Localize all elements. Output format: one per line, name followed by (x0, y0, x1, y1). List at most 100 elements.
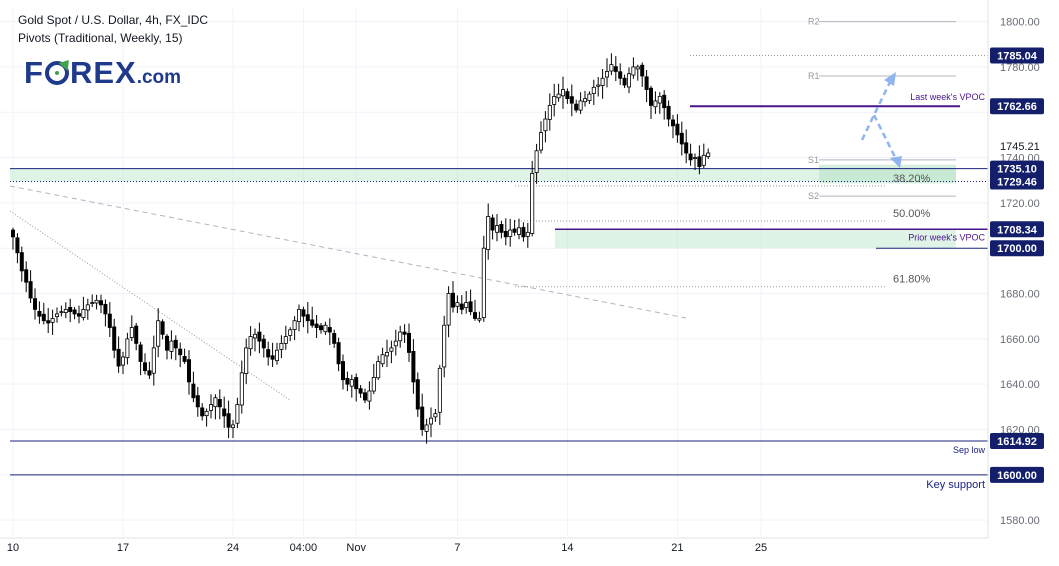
candle[interactable] (494, 214, 499, 242)
candle[interactable] (428, 407, 433, 438)
candle[interactable] (684, 129, 689, 164)
candle[interactable] (340, 354, 345, 390)
candle[interactable] (332, 329, 337, 348)
candle[interactable] (33, 288, 38, 320)
candle[interactable] (310, 306, 315, 328)
candle[interactable] (270, 342, 275, 367)
candle[interactable] (217, 389, 222, 420)
candle[interactable] (156, 308, 161, 358)
candle[interactable] (41, 302, 46, 325)
candle[interactable] (99, 294, 104, 314)
candle[interactable] (503, 218, 508, 246)
candle[interactable] (103, 299, 108, 327)
candle[interactable] (129, 315, 134, 342)
candle[interactable] (178, 342, 183, 368)
candle[interactable] (706, 148, 711, 160)
candle[interactable] (204, 408, 209, 427)
candle[interactable] (296, 304, 301, 332)
candle[interactable] (671, 114, 676, 139)
candle[interactable] (55, 307, 60, 323)
candle[interactable] (389, 340, 394, 364)
candle[interactable] (182, 348, 187, 364)
candle[interactable] (63, 302, 68, 319)
candle[interactable] (318, 323, 323, 334)
candle[interactable] (169, 330, 174, 360)
candle[interactable] (362, 388, 367, 404)
candle[interactable] (605, 58, 610, 88)
candle[interactable] (28, 270, 33, 304)
candle[interactable] (499, 220, 504, 239)
candle[interactable] (627, 67, 632, 94)
candle[interactable] (455, 295, 460, 314)
candle[interactable] (314, 314, 319, 338)
support-zone-upper[interactable] (10, 168, 956, 182)
candle[interactable] (134, 322, 139, 351)
candle[interactable] (376, 355, 381, 381)
pivot-s1-zone[interactable] (819, 164, 956, 184)
candle[interactable] (521, 222, 526, 242)
candle[interactable] (252, 328, 257, 352)
candle[interactable] (640, 62, 645, 87)
candle[interactable] (371, 363, 376, 395)
candle[interactable] (424, 418, 429, 444)
candle[interactable] (398, 325, 403, 348)
candle[interactable] (587, 91, 592, 104)
candle[interactable] (257, 322, 262, 354)
candle[interactable] (481, 235, 486, 322)
candle[interactable] (164, 333, 169, 360)
candle[interactable] (486, 203, 491, 260)
candle[interactable] (274, 342, 279, 365)
candle[interactable] (569, 84, 574, 117)
candle[interactable] (244, 338, 249, 385)
candle[interactable] (235, 397, 240, 429)
candle[interactable] (649, 85, 654, 119)
candle[interactable] (288, 327, 293, 342)
candle[interactable] (248, 326, 253, 356)
candle[interactable] (442, 315, 447, 378)
candle[interactable] (213, 394, 218, 420)
candle[interactable] (657, 92, 662, 114)
candle[interactable] (173, 335, 178, 361)
candle[interactable] (230, 419, 235, 439)
candle[interactable] (121, 351, 126, 375)
candle[interactable] (543, 111, 548, 143)
candle[interactable] (261, 334, 266, 358)
candle[interactable] (142, 353, 147, 375)
candle[interactable] (349, 374, 354, 398)
candle[interactable] (618, 63, 623, 85)
candle[interactable] (675, 114, 680, 143)
trendline-dotted[interactable] (9, 210, 291, 401)
candle[interactable] (367, 381, 372, 410)
candle[interactable] (147, 361, 152, 379)
candle[interactable] (631, 57, 636, 79)
candle[interactable] (138, 341, 143, 376)
candle[interactable] (477, 311, 482, 323)
candle[interactable] (446, 286, 451, 338)
candle[interactable] (195, 386, 200, 417)
candle[interactable] (200, 403, 205, 421)
candle[interactable] (393, 329, 398, 356)
candle[interactable] (354, 373, 359, 402)
candle[interactable] (450, 281, 455, 313)
candle[interactable] (539, 121, 544, 154)
candle[interactable] (701, 143, 706, 169)
candle[interactable] (517, 218, 522, 240)
candle[interactable] (19, 246, 24, 282)
candle[interactable] (336, 337, 341, 372)
candle[interactable] (411, 339, 416, 394)
candle[interactable] (77, 305, 82, 324)
candle[interactable] (94, 294, 99, 310)
candle[interactable] (59, 305, 64, 317)
candle[interactable] (635, 64, 640, 81)
candle[interactable] (561, 76, 566, 109)
candle[interactable] (85, 298, 90, 320)
candle[interactable] (15, 233, 20, 264)
candle[interactable] (283, 325, 288, 350)
candle[interactable] (644, 69, 649, 103)
candle[interactable] (574, 99, 579, 113)
candle[interactable] (547, 93, 552, 131)
candle[interactable] (186, 350, 191, 395)
candle[interactable] (90, 294, 95, 308)
candle[interactable] (693, 153, 698, 171)
